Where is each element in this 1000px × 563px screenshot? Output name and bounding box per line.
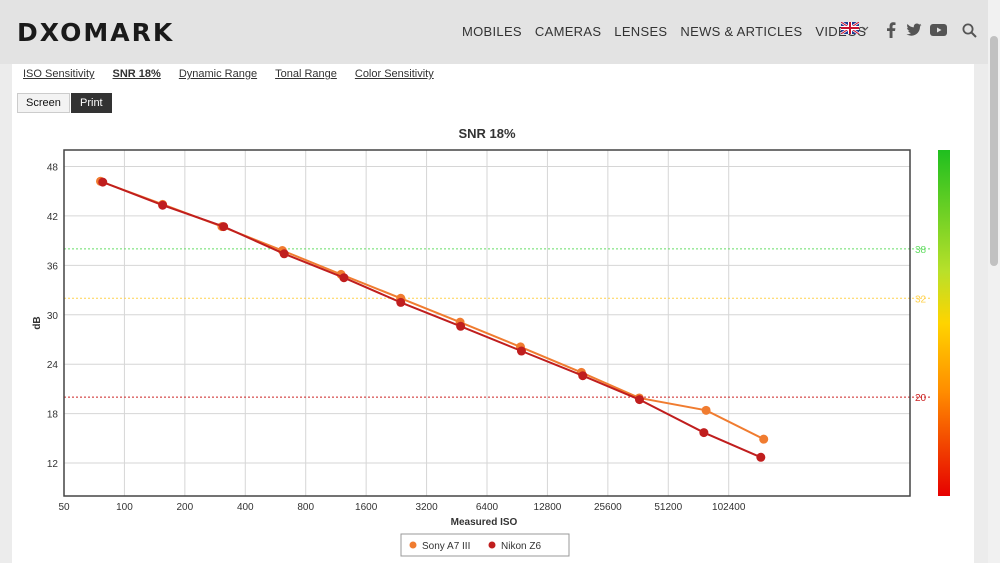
data-point xyxy=(756,452,766,462)
nav-news-articles[interactable]: NEWS & ARTICLES xyxy=(680,24,803,39)
search-icon[interactable] xyxy=(962,23,977,38)
tab-iso-sensitivity[interactable]: ISO Sensitivity xyxy=(23,68,95,80)
x-tick-label: 3200 xyxy=(415,502,438,513)
reference-label: 38 xyxy=(915,245,927,256)
plot-frame xyxy=(63,149,911,497)
x-tick-label: 6400 xyxy=(476,502,499,513)
data-point xyxy=(634,395,644,405)
twitter-icon[interactable] xyxy=(906,23,922,37)
reference-label: 32 xyxy=(915,294,927,305)
y-tick-label: 36 xyxy=(47,261,59,272)
x-axis-label: Measured ISO xyxy=(451,517,518,528)
data-point xyxy=(699,428,709,438)
data-point xyxy=(279,249,289,259)
tab-color-sensitivity[interactable]: Color Sensitivity xyxy=(354,68,434,80)
print-button[interactable]: Print xyxy=(71,93,112,113)
legend-marker xyxy=(409,541,417,549)
data-point xyxy=(516,346,526,356)
x-tick-label: 400 xyxy=(237,502,254,513)
series-line-1 xyxy=(102,181,762,459)
x-tick-label: 25600 xyxy=(594,502,622,513)
nav-mobiles[interactable]: MOBILES xyxy=(462,24,522,39)
data-point xyxy=(396,297,406,307)
uk-flag-icon[interactable] xyxy=(841,22,859,34)
page-scrollbar[interactable] xyxy=(988,0,1000,563)
data-point xyxy=(759,434,769,444)
scrollbar-thumb[interactable] xyxy=(990,36,998,266)
legend-label: Nikon Z6 xyxy=(501,541,541,552)
facebook-icon[interactable] xyxy=(886,22,896,38)
tab-dynamic-range[interactable]: Dynamic Range xyxy=(178,68,258,80)
nav-lenses[interactable]: LENSES xyxy=(614,24,668,39)
tab-tonal-range[interactable]: Tonal Range xyxy=(275,68,337,80)
data-point xyxy=(456,321,466,331)
tab-snr-18[interactable]: SNR 18% xyxy=(112,68,161,80)
y-axis-label: dB xyxy=(32,316,43,329)
data-point xyxy=(219,222,229,232)
y-tick-label: 18 xyxy=(47,410,59,421)
data-point xyxy=(158,200,168,210)
y-tick-label: 48 xyxy=(47,162,59,173)
y-tick-label: 42 xyxy=(47,212,59,223)
chevron-down-icon[interactable] xyxy=(861,26,869,32)
y-tick-label: 12 xyxy=(47,459,59,470)
legend-label: Sony A7 III xyxy=(422,541,470,552)
x-tick-label: 102400 xyxy=(712,502,746,513)
youtube-icon[interactable] xyxy=(930,24,947,36)
data-point xyxy=(98,177,108,187)
nav-cameras[interactable]: CAMERAS xyxy=(534,24,602,39)
measurement-tabs: ISO Sensitivity SNR 18% Dynamic Range To… xyxy=(23,68,452,80)
x-tick-label: 800 xyxy=(297,502,314,513)
dxomark-logo[interactable]: DXOMARK xyxy=(17,18,175,47)
x-tick-label: 200 xyxy=(177,502,194,513)
x-tick-label: 100 xyxy=(116,502,133,513)
site-header: DXOMARK MOBILES CAMERAS LENSES NEWS & AR… xyxy=(0,0,988,64)
x-tick-label: 12800 xyxy=(534,502,562,513)
x-tick-label: 51200 xyxy=(654,502,682,513)
data-point xyxy=(339,273,349,283)
x-tick-label: 50 xyxy=(58,502,70,513)
legend-box xyxy=(400,533,570,557)
color-scale-bar xyxy=(938,150,950,496)
chart-title: SNR 18% xyxy=(458,126,516,141)
y-tick-label: 24 xyxy=(47,360,59,371)
data-point xyxy=(578,371,588,381)
data-point xyxy=(701,405,711,415)
legend-marker xyxy=(488,541,496,549)
y-tick-label: 30 xyxy=(47,311,59,322)
x-tick-label: 1600 xyxy=(355,502,378,513)
screen-button[interactable]: Screen xyxy=(17,93,70,113)
reference-label: 20 xyxy=(915,393,927,404)
